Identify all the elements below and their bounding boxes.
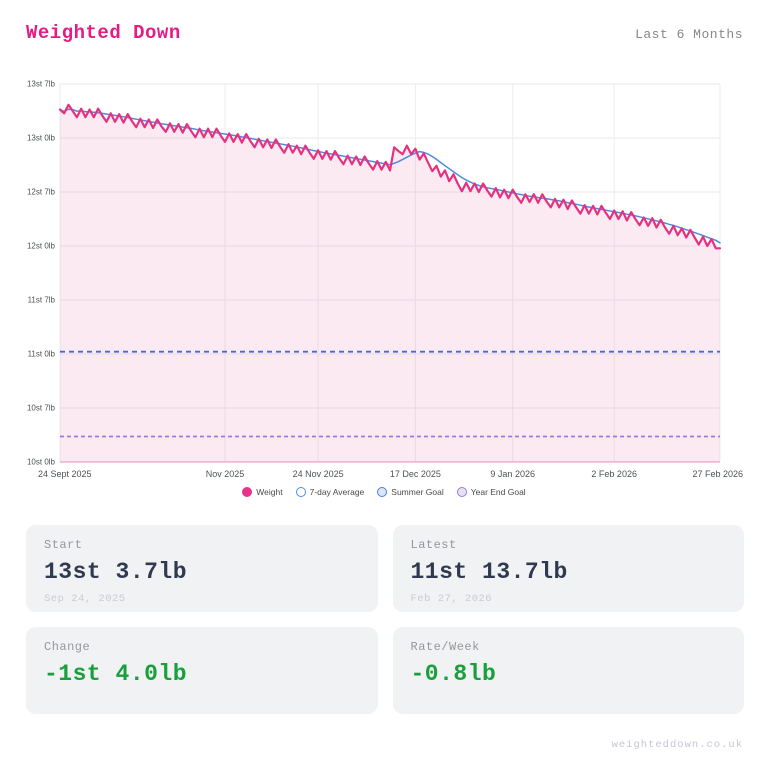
weight-series-swatch-icon (242, 487, 253, 497)
legend-label: Summer Goal (391, 487, 444, 497)
summer-goal-swatch-icon (377, 487, 388, 497)
site-link[interactable]: weighteddown.co.uk (611, 739, 743, 751)
stat-date (44, 695, 360, 706)
y-tick-label: 10st 7lb (27, 404, 56, 413)
axis-tick-labels: 13st 7lb 13st 0lb 12st 7lb 12st 0lb 11st 7lb… (27, 80, 743, 480)
legend-label: Weight (256, 487, 283, 497)
stat-card-latest: Latest 11st 13.7lb Feb 27, 2026 (392, 525, 744, 612)
stat-card-change: Change -1st 4.0lb (26, 627, 378, 714)
chart-canvas: 13st 7lb 13st 0lb 12st 7lb 12st 0lb 11st 7lb… (27, 80, 743, 480)
date-range-label: Last 6 Months (635, 27, 743, 42)
stat-date: Sep 24, 2025 (44, 593, 126, 605)
x-tick-label: 24 Sept 2025 (38, 469, 92, 479)
stat-label: Rate/Week (410, 640, 480, 654)
stat-label: Change (44, 640, 91, 654)
y-tick-label: 12st 7lb (27, 188, 56, 197)
stat-label: Start (44, 538, 83, 552)
stat-card-rate-per-week: Rate/Week -0.8lb (392, 627, 744, 714)
stat-label: Latest (410, 538, 457, 552)
stat-value: -1st 4.0lb (44, 661, 188, 687)
weight-line (58, 103, 722, 250)
year-end-goal-swatch-icon (456, 487, 467, 497)
x-tick-label: 2 Feb 2026 (591, 469, 637, 479)
x-tick-label: 27 Feb 2026 (692, 469, 743, 479)
stat-value: 13st 3.7lb (44, 559, 188, 585)
chart-legend: Weight 7-day Average Summer Goal Year En… (25, 485, 743, 499)
weight-area-fill (60, 104, 720, 463)
x-tick-label: 24 Nov 2025 (293, 469, 344, 479)
legend-label: Year End Goal (470, 487, 526, 497)
stat-date: Feb 27, 2026 (410, 593, 493, 605)
goal-lines (60, 350, 720, 438)
stat-card-start: Start 13st 3.7lb Sep 24, 2025 (26, 525, 378, 612)
average-series-swatch-icon (295, 487, 306, 497)
legend-label: 7-day Average (309, 487, 365, 497)
legend-item-summer-goal[interactable]: Summer Goal (377, 487, 444, 497)
x-tick-label: 17 Dec 2025 (390, 469, 441, 479)
y-tick-label: 13st 0lb (27, 134, 56, 143)
stat-value: 11st 13.7lb (410, 559, 568, 585)
page-title: Weighted Down (26, 22, 181, 44)
data-lines (58, 103, 722, 250)
legend-item-year-end-goal[interactable]: Year End Goal (456, 487, 526, 497)
stat-date (411, 695, 727, 706)
x-tick-label: 9 Jan 2026 (490, 469, 535, 479)
stat-value: -0.8lb (410, 661, 497, 687)
chart-gridlines (59, 83, 721, 463)
y-tick-label: 10st 0lb (27, 458, 56, 467)
legend-item-weight[interactable]: Weight (242, 487, 283, 497)
stat-cards: Start 13st 3.7lb Sep 24, 2025 Latest 11s… (26, 525, 744, 714)
y-tick-label: 12st 0lb (27, 242, 56, 251)
y-tick-label: 11st 7lb (28, 296, 56, 305)
weight-area (60, 104, 720, 463)
weight-chart: 13st 7lb 13st 0lb 12st 7lb 12st 0lb 11st 7lb… (25, 75, 743, 505)
x-tick-label: Nov 2025 (206, 469, 245, 479)
y-tick-label: 13st 7lb (27, 80, 56, 89)
legend-item-7-day-average[interactable]: 7-day Average (295, 487, 365, 497)
y-tick-label: 11st 0lb (28, 350, 56, 359)
page-header: Weighted Down Last 6 Months (26, 22, 743, 44)
